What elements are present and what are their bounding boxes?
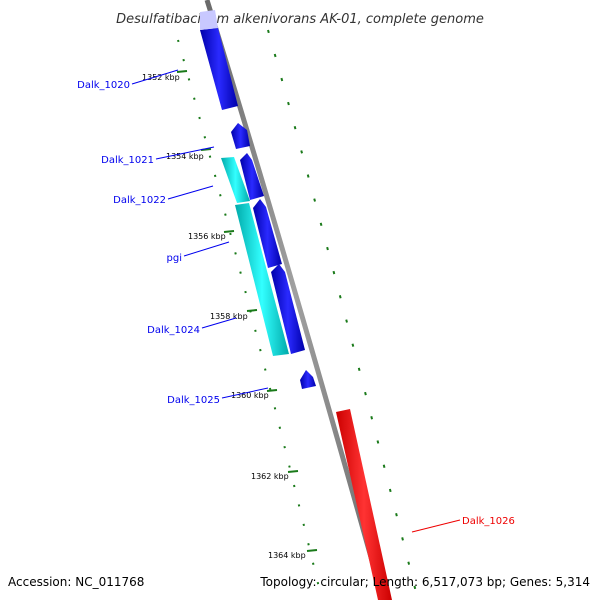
tick-mark [266, 389, 278, 392]
gene-feature-reverse[interactable] [240, 153, 264, 200]
gene-feature-forward[interactable] [336, 409, 392, 600]
gene-label[interactable]: pgi [167, 253, 182, 264]
gene-label[interactable]: Dalk_1026 [462, 516, 515, 527]
tick-label: 1354 kbp [166, 152, 204, 161]
tick-label: 1360 kbp [231, 391, 269, 400]
tick-mark [306, 549, 318, 552]
tick-label: 1352 kbp [142, 73, 180, 82]
cds-feature[interactable] [235, 203, 289, 356]
tick-mark [223, 230, 235, 233]
gene-feature-reverse[interactable] [300, 370, 316, 389]
gene-label[interactable]: Dalk_1021 [101, 155, 154, 166]
tick-mark [176, 70, 188, 73]
gene-leader-line [183, 241, 230, 257]
gene-leader-line [131, 69, 179, 85]
tick-mark [287, 470, 299, 473]
tick-label: 1364 kbp [268, 551, 306, 560]
cds-feature[interactable] [221, 157, 250, 203]
gene-leader-line [201, 317, 237, 329]
tick-track-inner [177, 39, 323, 600]
tick-label: 1358 kbp [210, 312, 248, 321]
gene-leader-line [221, 387, 269, 399]
gene-feature-reverse[interactable] [271, 264, 305, 354]
tick-label: 1362 kbp [251, 472, 289, 481]
gene-feature-reverse[interactable] [231, 123, 250, 149]
map-title: Desulfatibacillum alkenivorans AK-01, co… [116, 12, 484, 27]
gene-leader-line [411, 519, 461, 533]
gene-label[interactable]: Dalk_1020 [77, 80, 130, 91]
gene-feature-reverse[interactable] [200, 10, 218, 30]
gene-leader-line [167, 185, 214, 200]
gene-label[interactable]: Dalk_1025 [167, 395, 220, 406]
gene-label[interactable]: Dalk_1022 [113, 195, 166, 206]
gene-feature-reverse[interactable] [200, 28, 238, 110]
tick-mark [246, 309, 258, 312]
gene-leader-line [155, 146, 215, 160]
tick-label: 1356 kbp [188, 232, 226, 241]
gene-feature-reverse[interactable] [253, 199, 282, 268]
genome-summary-text: Topology: circular; Length: 6,517,073 bp… [259, 575, 590, 589]
accession-text: Accession: NC_011768 [8, 575, 144, 589]
gene-label[interactable]: Dalk_1024 [147, 325, 200, 336]
